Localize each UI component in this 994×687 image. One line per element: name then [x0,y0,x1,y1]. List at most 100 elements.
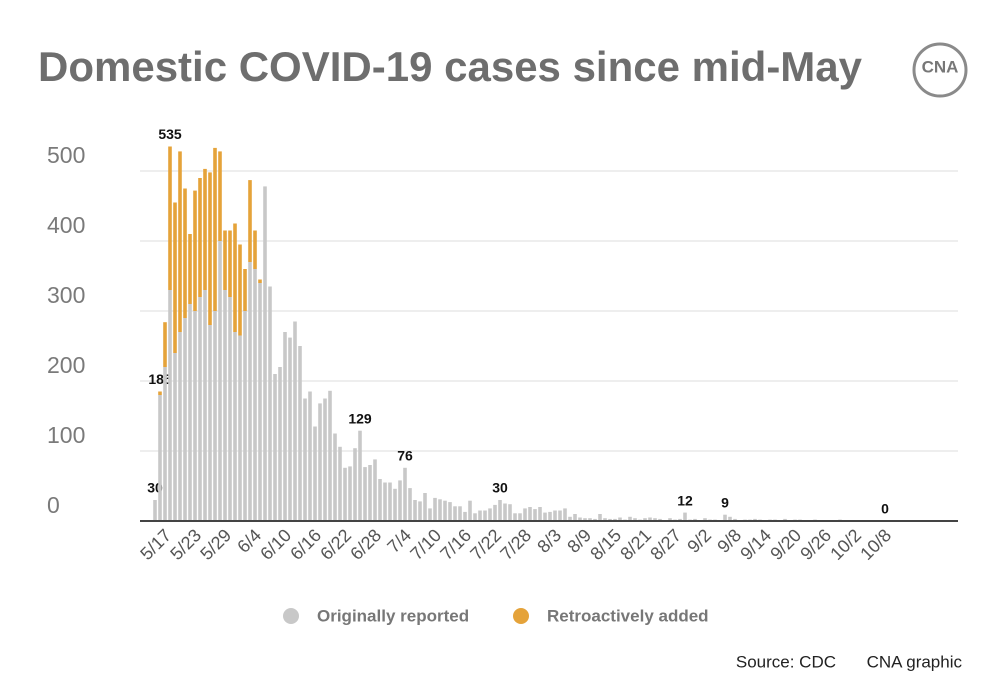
bar [498,500,502,521]
bar [238,244,242,336]
y-tick-label: 100 [47,422,85,448]
bar [608,518,612,521]
bar [173,202,177,353]
bar [458,506,462,521]
bar [278,367,282,521]
bar [633,518,637,521]
y-tick-label: 200 [47,352,85,378]
bar [518,513,522,521]
bar [508,504,512,521]
bar [188,304,192,521]
bar [198,297,202,521]
bar [243,269,247,311]
bar [693,518,697,521]
bar [783,518,787,521]
bar [733,518,737,521]
bar [268,286,272,521]
bar [553,510,557,521]
data-label: 535 [158,126,182,142]
bar [173,353,177,521]
bar [603,518,607,521]
bar [193,190,197,311]
bar [178,151,182,332]
bar [538,507,542,521]
bar [328,390,332,521]
bar [218,241,222,521]
bar [653,518,657,521]
bar [308,391,312,521]
bar [428,508,432,521]
bar [218,151,222,241]
bar [728,516,732,521]
bar [478,510,482,521]
bar [213,311,217,521]
data-label: 12 [677,492,693,508]
bar [513,513,517,521]
bar [583,518,587,521]
bar [668,518,672,521]
bar [613,518,617,521]
logo: CNA [922,57,959,76]
bar [188,234,192,304]
bar [193,311,197,521]
legend-swatch [283,608,299,624]
bar [523,508,527,521]
y-tick-label: 300 [47,282,85,308]
bar [178,332,182,521]
bar [323,398,327,521]
bar [163,367,167,521]
bar [243,311,247,521]
bar [233,332,237,521]
bar [643,518,647,521]
bar [503,503,507,521]
bar [573,514,577,521]
bar [598,514,602,521]
bar [618,517,622,521]
bar [208,325,212,521]
bar [493,504,497,521]
bar [368,465,372,521]
bar [183,188,187,318]
bar [333,433,337,521]
legend-swatch [513,608,529,624]
bar [548,511,552,521]
bar [258,283,262,521]
data-label: 30 [492,480,508,496]
bar [483,510,487,521]
bar [213,147,217,311]
bar [463,511,467,521]
source: Source: CDC [736,652,836,671]
bar [258,279,262,283]
bar [433,497,437,521]
bar [168,290,172,521]
bar [198,178,202,297]
y-tick-label: 0 [47,492,60,518]
bar [658,518,662,521]
logo-ring [912,42,968,98]
bar [363,467,367,521]
bar [353,448,357,521]
bar [228,297,232,521]
bar [423,493,427,521]
data-label: 0 [881,501,889,517]
bar [468,500,472,521]
bar [238,335,242,521]
y-tick-label: 500 [47,142,85,168]
legend-label: Originally reported [317,606,469,625]
bar [578,517,582,521]
bar [263,186,267,521]
bar [168,146,172,290]
bar [358,430,362,521]
bar [338,446,342,521]
bar [453,506,457,521]
bar [233,223,237,332]
bar [373,459,377,521]
bar [303,398,307,521]
bar [393,488,397,521]
bar [313,426,317,521]
bar [203,290,207,521]
data-label: 76 [397,448,413,464]
bar [283,332,287,521]
